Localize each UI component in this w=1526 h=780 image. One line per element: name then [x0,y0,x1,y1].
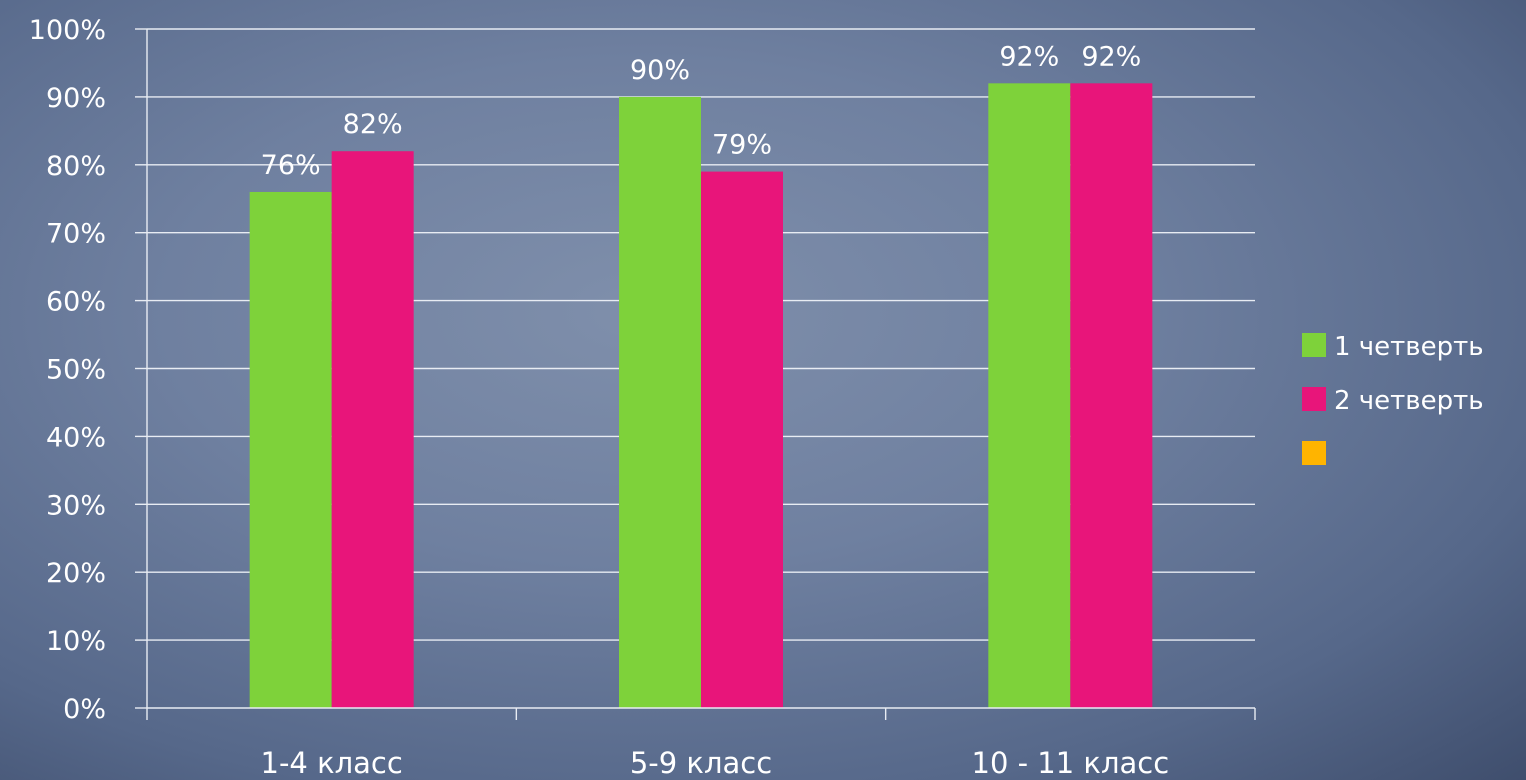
y-tick-label: 40% [46,422,106,453]
legend-swatch [1302,333,1326,357]
data-label: 82% [343,109,403,140]
legend-swatch [1302,387,1326,411]
y-tick-label: 90% [46,83,106,114]
bar [988,83,1071,708]
bar [331,151,414,709]
y-tick-label: 20% [46,558,106,589]
data-label: 76% [261,150,321,181]
axes: 0% 10% 20% 30% 40% 50% 60% 70% 80% 90% 100% 1-4 кла… [29,15,1256,780]
y-tick-label: 50% [46,355,106,386]
legend-label: 2 четверть [1334,386,1484,416]
x-category-label: 5-9 класс [630,746,772,780]
y-tick-label: 0% [63,694,106,725]
data-label: 92% [999,41,1059,72]
data-labels: 76% 82% 90% 79% 92% 92% [261,41,1142,181]
data-label: 92% [1081,41,1141,72]
bar [701,171,783,709]
legend: 1 четверть 2 четверть [1302,332,1484,465]
data-label: 79% [712,130,772,161]
x-category-label: 10 - 11 класс [972,746,1170,780]
legend-label: 1 четверть [1334,332,1484,362]
y-tick-label: 30% [46,490,106,521]
y-tick-label: 10% [46,626,106,657]
bar [1070,83,1153,708]
x-category-label: 1-4 класс [261,746,403,780]
y-tick-label: 70% [46,219,106,250]
y-tick-label: 80% [46,151,106,182]
data-label: 90% [630,55,690,86]
bar [619,96,701,708]
y-tick-label: 100% [29,15,106,46]
bar [249,191,332,708]
y-tick-label: 60% [46,287,106,318]
bars [249,83,1153,709]
legend-swatch [1302,441,1326,465]
